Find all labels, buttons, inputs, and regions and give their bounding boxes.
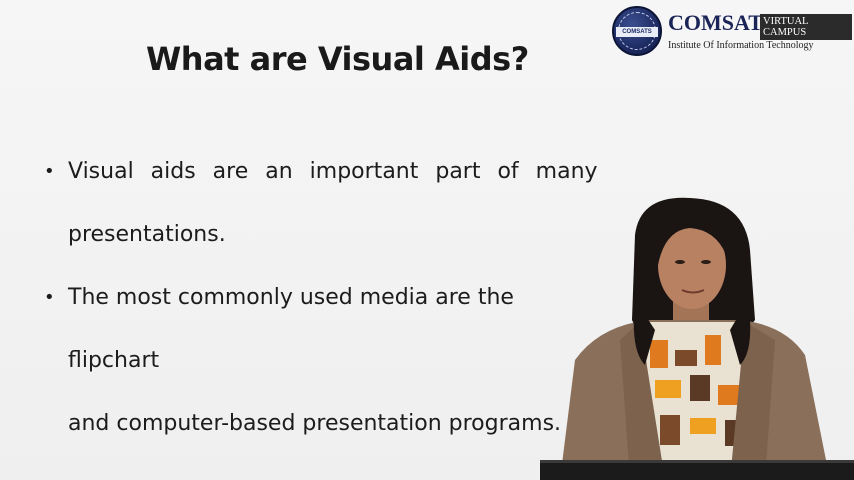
- bullet-line: and computer-based presentation programs…: [68, 411, 562, 436]
- comsats-seal-icon: COMSATS: [612, 6, 662, 56]
- bullet-item: • Visual aids are an important part of m…: [44, 140, 604, 266]
- bullet-line: Visual aids are an important part of man…: [68, 159, 598, 184]
- virtual-campus-badge: VIRTUAL CAMPUS: [760, 14, 852, 40]
- bullet-item: • The most commonly used media are the f…: [44, 266, 604, 455]
- bullet-line: presentations.: [68, 222, 226, 247]
- logo-name: COMSATS: [668, 10, 776, 35]
- bullet-line: The most commonly used media are the fli…: [68, 285, 514, 373]
- logo-subtitle: Institute Of Information Technology: [668, 40, 814, 51]
- presenter-video: [540, 197, 854, 480]
- bullet-list: • Visual aids are an important part of m…: [44, 140, 604, 455]
- bullet-dot-icon: •: [44, 161, 55, 182]
- bullet-dot-icon: •: [44, 287, 55, 308]
- slide-title: What are Visual Aids?: [146, 40, 529, 78]
- comsats-logo: COMSATS COMSATS VIRTUAL CAMPUS Institute…: [612, 6, 852, 58]
